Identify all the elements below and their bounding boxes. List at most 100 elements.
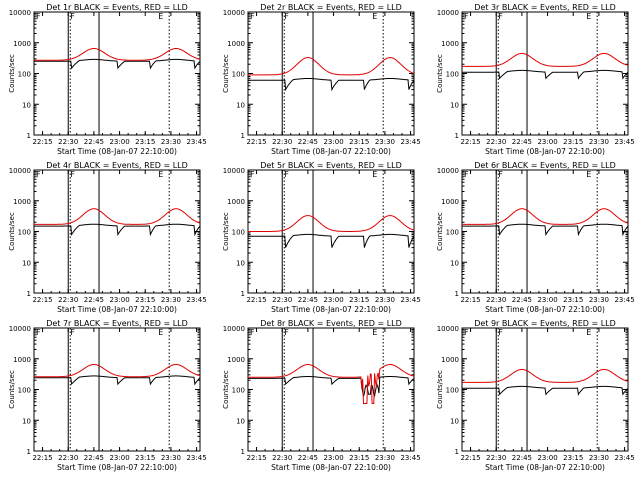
y-axis-label: Counts/sec xyxy=(222,212,230,251)
x-tick-label: 23:00 xyxy=(109,454,129,462)
flag-label: F xyxy=(284,328,289,337)
flag-label: E xyxy=(372,328,377,337)
x-tick-label: 22:30 xyxy=(272,138,292,146)
flag-label: F xyxy=(498,12,503,21)
x-tick-label: 23:30 xyxy=(375,296,395,304)
x-tick-label: 23:45 xyxy=(186,138,206,146)
x-tick-label: 22:15 xyxy=(460,138,480,146)
detector-panel-4: Det 4r BLACK = Events, RED = LLD 1 10 100 10… xyxy=(8,161,207,314)
series-line-events xyxy=(462,69,629,80)
x-tick-label: 23:45 xyxy=(186,454,206,462)
series-line-lld xyxy=(34,208,201,225)
series-line-events xyxy=(34,223,201,237)
y-axis-label: Counts/sec xyxy=(8,370,16,409)
series-line-lld xyxy=(248,364,415,404)
x-axis-label: Start Time (08-Jan-07 22:10:00) xyxy=(485,147,605,156)
y-tick-label: 1000 xyxy=(227,356,245,364)
x-tick-label: 23:15 xyxy=(563,296,583,304)
detector-panel-6: Det 6r BLACK = Events, RED = LLD 1 10 100 10… xyxy=(436,161,635,314)
series-line-lld xyxy=(462,208,629,225)
x-tick-label: 22:15 xyxy=(246,296,266,304)
y-tick-label: 1 xyxy=(241,448,245,456)
plot-frame xyxy=(33,11,201,136)
y-tick-label: 100 xyxy=(18,229,31,237)
x-tick-label: 22:30 xyxy=(272,454,292,462)
x-tick-label: 22:45 xyxy=(512,138,532,146)
x-tick-label: 22:45 xyxy=(298,296,318,304)
detector-panel-1: Det 1r BLACK = Events, RED = LLD 1 10 100 10… xyxy=(8,3,207,156)
y-tick-label: 1 xyxy=(455,448,459,456)
panel-title: Det 6r BLACK = Events, RED = LLD xyxy=(474,161,616,170)
x-tick-label: 22:45 xyxy=(84,138,104,146)
x-axis-label: Start Time (08-Jan-07 22:10:00) xyxy=(271,463,391,472)
x-tick-label: 23:45 xyxy=(614,296,634,304)
flag-label: F xyxy=(498,328,503,337)
y-tick-label: 100 xyxy=(232,229,245,237)
x-axis-label: Start Time (08-Jan-07 22:10:00) xyxy=(485,463,605,472)
detector-panel-8: Det 8r BLACK = Events, RED = LLD 1 10 100 10… xyxy=(222,319,421,472)
y-tick-label: 100 xyxy=(232,71,245,79)
y-tick-label: 10 xyxy=(22,101,31,109)
y-tick-label: 10 xyxy=(22,417,31,425)
x-tick-label: 23:15 xyxy=(563,454,583,462)
y-tick-label: 10 xyxy=(236,101,245,109)
flag-label: E xyxy=(586,12,591,21)
x-tick-label: 23:15 xyxy=(349,296,369,304)
x-tick-label: 23:30 xyxy=(161,296,181,304)
x-tick-label: 22:30 xyxy=(58,454,78,462)
y-tick-label: 1 xyxy=(27,132,31,140)
series-line-events xyxy=(248,376,415,398)
detector-panel-9: Det 9r BLACK = Events, RED = LLD 1 10 100 10… xyxy=(436,319,635,472)
y-tick-label: 10 xyxy=(236,259,245,267)
series-line-lld xyxy=(462,52,629,67)
series-line-lld xyxy=(462,368,629,383)
plot-frame xyxy=(33,169,201,294)
y-tick-label: 1000 xyxy=(441,40,459,48)
detector-panel-7: Det 7r BLACK = Events, RED = LLD 1 10 100 10… xyxy=(8,319,207,472)
y-tick-label: 10000 xyxy=(9,167,31,175)
plot-frame xyxy=(247,327,415,452)
flag-label: F xyxy=(36,12,41,21)
x-tick-label: 22:45 xyxy=(84,296,104,304)
y-tick-label: 1 xyxy=(455,132,459,140)
flag-label: E xyxy=(158,328,163,337)
flag-label: F xyxy=(284,170,289,179)
y-axis-label: Counts/sec xyxy=(8,212,16,251)
flag-label: E xyxy=(372,170,377,179)
x-tick-label: 23:15 xyxy=(563,138,583,146)
panel-title: Det 1r BLACK = Events, RED = LLD xyxy=(46,3,188,12)
x-tick-label: 22:45 xyxy=(512,454,532,462)
y-tick-label: 1000 xyxy=(13,198,31,206)
x-tick-label: 23:00 xyxy=(323,296,343,304)
x-tick-label: 23:30 xyxy=(589,454,609,462)
flag-label: F xyxy=(284,12,289,21)
x-tick-label: 23:00 xyxy=(537,296,557,304)
y-tick-label: 10 xyxy=(450,101,459,109)
y-axis-label: Counts/sec xyxy=(436,370,444,409)
flag-label: F xyxy=(70,170,75,179)
y-tick-label: 10000 xyxy=(437,325,459,333)
x-tick-label: 23:45 xyxy=(400,454,420,462)
x-tick-label: 23:15 xyxy=(349,138,369,146)
flag-label: F xyxy=(250,170,255,179)
x-tick-label: 23:30 xyxy=(375,454,395,462)
y-tick-label: 1000 xyxy=(441,198,459,206)
panel-title: Det 3r BLACK = Events, RED = LLD xyxy=(474,3,616,12)
series-line-events xyxy=(248,78,415,92)
series-line-events xyxy=(462,223,629,237)
y-axis-label: Counts/sec xyxy=(436,54,444,93)
x-tick-label: 22:45 xyxy=(84,454,104,462)
y-axis-label: Counts/sec xyxy=(8,54,16,93)
panel-title: Det 9r BLACK = Events, RED = LLD xyxy=(474,319,616,328)
x-tick-label: 22:30 xyxy=(272,296,292,304)
x-tick-label: 23:45 xyxy=(186,296,206,304)
x-tick-label: 22:15 xyxy=(460,296,480,304)
y-tick-label: 10000 xyxy=(9,9,31,17)
x-tick-label: 22:45 xyxy=(298,454,318,462)
x-tick-label: 23:00 xyxy=(109,138,129,146)
x-tick-label: 23:30 xyxy=(589,138,609,146)
plot-frame xyxy=(33,327,201,452)
y-tick-label: 10000 xyxy=(223,9,245,17)
y-tick-label: 10 xyxy=(450,417,459,425)
series-line-events xyxy=(34,375,201,386)
